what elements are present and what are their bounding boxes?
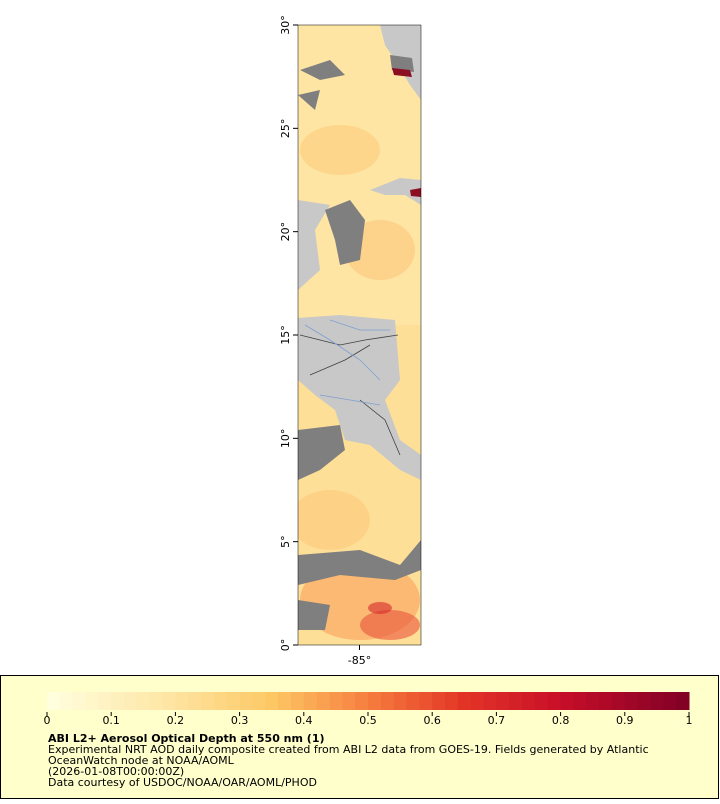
legend-line: OceanWatch node at NOAA/AOML bbox=[48, 754, 235, 767]
colorbar-tick-label: 0.7 bbox=[488, 714, 506, 727]
x-tick-label: -85° bbox=[348, 654, 371, 667]
colorbar-step bbox=[522, 692, 536, 710]
y-tick-label: 10° bbox=[279, 429, 292, 449]
colorbar-step bbox=[368, 692, 382, 710]
colorbar-step bbox=[290, 692, 305, 710]
colorbar-step bbox=[611, 692, 626, 710]
colorbar-step bbox=[509, 692, 523, 710]
colorbar-step bbox=[599, 692, 613, 710]
legend-line: Data courtesy of USDOC/NOAA/OAR/AOML/PHO… bbox=[48, 776, 317, 789]
colorbar-step bbox=[393, 692, 408, 710]
colorbar-step bbox=[624, 692, 639, 710]
colorbar-step bbox=[85, 692, 99, 710]
colorbar-step bbox=[239, 692, 253, 710]
legend-line: Experimental NRT AOD daily composite cre… bbox=[48, 743, 649, 756]
y-tick-label: 15° bbox=[279, 325, 292, 345]
colorbar-step bbox=[676, 692, 690, 710]
colorbar-step bbox=[650, 692, 664, 710]
colorbar-step bbox=[663, 692, 677, 710]
colorbar-step bbox=[637, 692, 651, 710]
colorbar-step bbox=[547, 692, 562, 710]
colorbar-step bbox=[124, 692, 138, 710]
legend-line: (2026-01-08T00:00:00Z) bbox=[48, 765, 184, 778]
colorbar-step bbox=[303, 692, 318, 710]
colorbar-tick-label: 0.6 bbox=[423, 714, 441, 727]
colorbar-tick-label: 0 bbox=[44, 714, 51, 727]
colorbar-step bbox=[175, 692, 189, 710]
colorbar-step bbox=[201, 692, 215, 710]
colorbar-step bbox=[496, 692, 510, 710]
colorbar-step bbox=[380, 692, 395, 710]
y-tick-label: 25° bbox=[279, 119, 292, 139]
colorbar-step bbox=[470, 692, 485, 710]
colorbar-step bbox=[213, 692, 228, 710]
legend-title: ABI L2+ Aerosol Optical Depth at 550 nm … bbox=[48, 732, 325, 745]
y-tick-label: 20° bbox=[279, 222, 292, 242]
colorbar-step bbox=[226, 692, 241, 710]
colorbar-tick-label: 0.1 bbox=[102, 714, 120, 727]
colorbar-tick-label: 0.9 bbox=[616, 714, 634, 727]
colorbar-tick-label: 0.3 bbox=[231, 714, 249, 727]
colorbar-step bbox=[329, 692, 343, 710]
colorbar-step bbox=[59, 692, 74, 710]
colorbar-step bbox=[316, 692, 330, 710]
colorbar-step bbox=[355, 692, 369, 710]
colorbar-step bbox=[406, 692, 420, 710]
colorbar-step bbox=[265, 692, 279, 710]
colorbar-step bbox=[586, 692, 600, 710]
colorbar-step bbox=[47, 692, 61, 710]
colorbar-step bbox=[136, 692, 151, 710]
colorbar-step bbox=[98, 692, 112, 710]
colorbar-step bbox=[483, 692, 497, 710]
colorbar-tick-label: 0.5 bbox=[359, 714, 377, 727]
colorbar-step bbox=[419, 692, 433, 710]
colorbar-tick-label: 1 bbox=[686, 714, 693, 727]
colorbar-step bbox=[252, 692, 266, 710]
colorbar-tick-label: 0.4 bbox=[295, 714, 313, 727]
y-tick-label: 30° bbox=[279, 15, 292, 35]
colorbar-step bbox=[432, 692, 446, 710]
colorbar-step bbox=[457, 692, 472, 710]
colorbar-step bbox=[188, 692, 202, 710]
colorbar-step bbox=[72, 692, 87, 710]
colorbar-step bbox=[149, 692, 164, 710]
colorbar-step bbox=[573, 692, 587, 710]
y-tick-label: 5° bbox=[279, 535, 292, 548]
colorbar-tick-label: 0.2 bbox=[167, 714, 185, 727]
colorbar-step bbox=[534, 692, 549, 710]
colorbar-step bbox=[162, 692, 176, 710]
colorbar-step bbox=[278, 692, 292, 710]
map-image bbox=[298, 25, 421, 645]
colorbar-tick-label: 0.8 bbox=[552, 714, 570, 727]
colorbar-step bbox=[445, 692, 459, 710]
colorbar-step bbox=[342, 692, 356, 710]
colorbar-step bbox=[111, 692, 125, 710]
colorbar-step bbox=[560, 692, 574, 710]
y-tick-label: 0° bbox=[279, 639, 292, 652]
